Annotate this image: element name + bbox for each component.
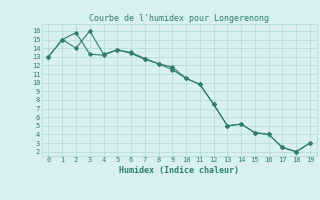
X-axis label: Humidex (Indice chaleur): Humidex (Indice chaleur)	[119, 166, 239, 175]
Title: Courbe de l'humidex pour Longerenong: Courbe de l'humidex pour Longerenong	[89, 14, 269, 23]
